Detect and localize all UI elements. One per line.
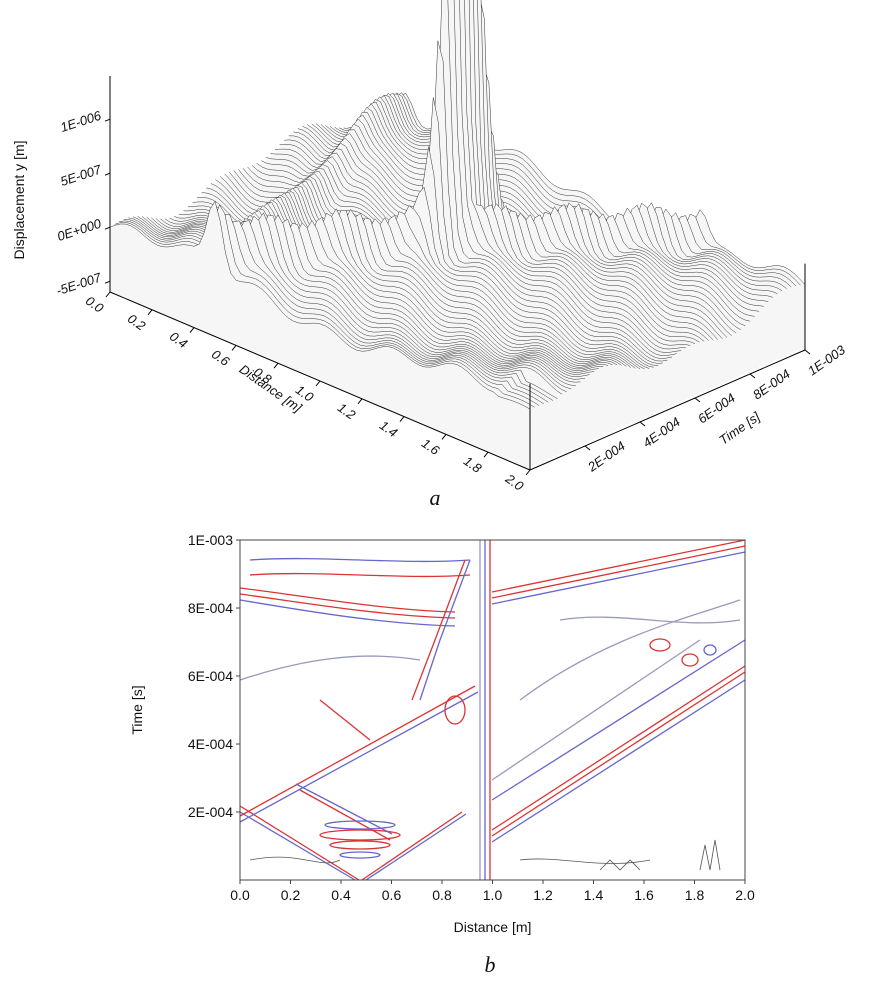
z-tick-label: -5E-007 [54,270,103,299]
tick-mark [106,292,110,297]
decoration [240,540,745,880]
tick-mark [484,452,488,457]
y-tick-label: 4E-004 [188,736,233,752]
tick-mark [105,173,110,175]
tick-mark [805,350,810,354]
z-tick-label: 5E-007 [58,162,103,189]
y-tick-label: 1E-003 [188,532,233,548]
tick-mark [190,328,194,333]
y-tick-label: 6E-004 [188,668,233,684]
x-axis-title: Distance [m] [454,919,532,935]
tick-mark [274,363,278,368]
x-tick-label: 0.2 [125,311,149,334]
tick-mark [316,381,320,386]
x-tick-label: 1.2 [533,887,553,903]
caption: a [430,485,441,510]
x-tick-label: 0.4 [167,329,190,352]
x-tick-label: 0.4 [331,887,351,903]
tick-mark [585,446,590,450]
tick-mark [526,470,530,475]
x-tick-label: 1.8 [685,887,705,903]
x-tick-label: 0.0 [83,293,107,316]
x-tick-label: 1.6 [634,887,654,903]
y-tick-label: 1E-003 [805,342,849,379]
tick-mark [105,281,110,283]
x-tick-label: 0.0 [230,887,250,903]
tick-mark [358,399,362,404]
contour-lines [240,540,745,880]
surface-plot: -5E-0070E+0005E-0071E-0060.00.20.40.60.8… [11,0,849,494]
y-tick-label: 8E-004 [188,600,233,616]
tick-mark [640,422,645,426]
x-tick-label: 1.4 [377,418,400,441]
tick-mark [442,434,446,439]
x-tick-label: 1.8 [461,453,485,476]
x-tick-label: 0.2 [281,887,301,903]
x-tick-label: 1.4 [584,887,604,903]
x-tick-label: 2.0 [735,887,755,903]
tick-mark [750,374,755,378]
tick-mark [105,227,110,229]
tick-mark [695,398,700,402]
x-tick-label: 1.2 [335,400,359,423]
tick-mark [148,310,152,315]
x-tick-label: 2.0 [502,470,527,494]
x-tick-label: 0.8 [432,887,452,903]
x-tick-label: 0.6 [382,887,402,903]
x-tick-label: 1.0 [483,887,503,903]
tick-mark [105,119,110,121]
y-axis-title: Time [s] [129,685,145,734]
z-tick-label: 0E+000 [55,216,103,244]
x-tick-label: 1.6 [419,435,443,458]
y-tick-label: 2E-004 [188,804,233,820]
caption: b [485,952,496,977]
tick-mark [400,417,404,422]
y-axis-title: Time [s] [716,409,763,448]
x-tick-label: 0.6 [209,346,233,369]
z-tick-label: 1E-006 [58,108,103,135]
tick-mark [232,345,236,350]
figure: a b -5E-007 0E+000 5E-007 1E-006 0.0 0.2 0.4 0.… [0,0,872,981]
z-axis-title: Displacement y [m] [11,140,27,259]
